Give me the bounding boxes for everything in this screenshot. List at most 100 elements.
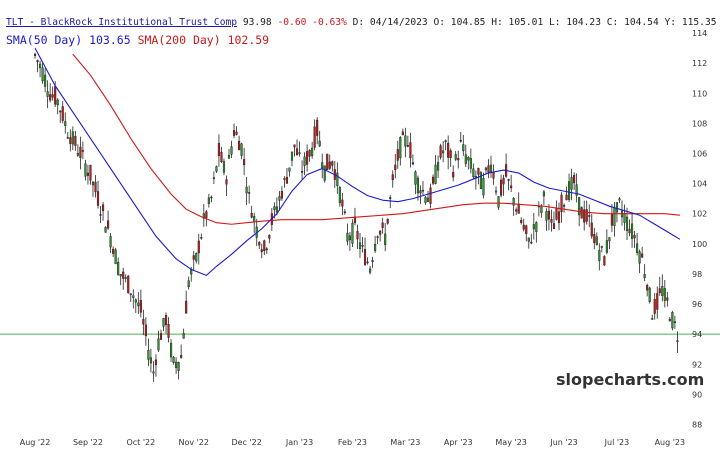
candle-body xyxy=(89,164,92,181)
candle-body xyxy=(648,287,651,302)
candle-body xyxy=(59,110,62,113)
candlestick xyxy=(293,144,296,157)
sma50-legend: SMA(50 Day) 103.65 xyxy=(6,33,131,47)
candle-body xyxy=(33,53,37,57)
candle-body xyxy=(76,152,79,156)
ticker-title[interactable]: TLT - BlackRock Institutional Trust Comp xyxy=(6,17,238,28)
candlestick xyxy=(288,167,291,177)
candle-body xyxy=(376,236,379,238)
y-tick-label: 90 xyxy=(692,390,702,399)
candlestick xyxy=(250,205,253,219)
x-tick-label: Dec '22 xyxy=(231,438,261,447)
candle-body xyxy=(74,136,77,146)
candlestick xyxy=(227,148,231,159)
candlestick xyxy=(547,204,551,231)
candlestick xyxy=(598,243,601,271)
candlestick xyxy=(217,134,220,167)
candle-body xyxy=(49,94,52,101)
candle-body xyxy=(444,140,447,142)
candle-body xyxy=(300,171,304,173)
candlestick xyxy=(527,237,530,249)
candlestick xyxy=(182,328,185,339)
candlestick xyxy=(192,250,195,271)
x-tick-label: Jun '23 xyxy=(549,438,577,447)
candle-body xyxy=(552,223,556,229)
candlestick xyxy=(175,357,178,374)
candle-body xyxy=(66,137,69,139)
candlestick xyxy=(618,197,621,203)
candle-body xyxy=(278,196,281,201)
candle-body xyxy=(363,249,367,265)
candle-body xyxy=(439,145,442,158)
candle-body xyxy=(603,256,606,266)
candle-body xyxy=(164,315,168,326)
candle-body xyxy=(157,338,160,351)
candle-body xyxy=(207,197,210,204)
candle-body xyxy=(625,216,629,231)
candle-body xyxy=(449,150,452,159)
candlestick xyxy=(444,139,447,151)
candle-body xyxy=(190,269,193,275)
candle-body xyxy=(61,106,64,121)
candle-body xyxy=(661,286,664,296)
x-tick-label: Jan '23 xyxy=(285,438,313,447)
candlestick xyxy=(316,117,319,145)
candlestick xyxy=(69,129,72,152)
candlestick xyxy=(374,235,377,253)
x-tick-label: Aug '23 xyxy=(655,438,686,447)
candle-body xyxy=(610,213,613,226)
candle-body xyxy=(641,253,644,258)
candlestick xyxy=(290,151,294,167)
candlestick xyxy=(459,131,462,143)
candle-body xyxy=(545,211,548,221)
candlestick xyxy=(515,207,518,216)
candle-body xyxy=(502,177,505,185)
y-tick-label: 106 xyxy=(692,149,707,158)
candle-body xyxy=(96,191,100,206)
candle-body xyxy=(452,172,455,178)
candle-body xyxy=(527,237,530,242)
candlestick xyxy=(381,217,384,234)
candlestick xyxy=(353,207,357,226)
candlestick xyxy=(321,153,324,179)
candlestick xyxy=(401,128,404,136)
y-tick-label: 98 xyxy=(692,270,702,279)
candlestick xyxy=(107,210,110,230)
candle-body xyxy=(605,240,608,253)
y-tick-label: 94 xyxy=(692,330,702,339)
candlestick xyxy=(472,163,475,180)
candlestick xyxy=(343,208,346,215)
candle-body xyxy=(230,146,233,155)
candlestick xyxy=(560,192,563,223)
candlestick xyxy=(641,246,644,258)
candlestick xyxy=(235,126,238,136)
candle-body xyxy=(238,140,241,151)
candlestick xyxy=(369,265,372,275)
candlestick xyxy=(416,175,420,201)
candlestick xyxy=(243,147,246,176)
candlestick xyxy=(542,190,545,206)
candlestick xyxy=(414,170,417,195)
candle-body xyxy=(290,151,294,161)
candlestick xyxy=(668,317,671,322)
candle-body xyxy=(303,156,306,166)
candle-body xyxy=(248,192,251,194)
candle-body xyxy=(401,131,404,136)
candlestick xyxy=(285,168,289,185)
candlestick xyxy=(114,247,117,265)
price-change-pct: -0.63% xyxy=(312,17,347,28)
candlestick xyxy=(124,274,127,283)
candle-body xyxy=(293,144,296,148)
candle-body xyxy=(341,199,344,207)
candle-body xyxy=(71,131,74,145)
candle-body xyxy=(374,243,377,252)
candle-body xyxy=(646,285,649,291)
candle-body xyxy=(515,209,518,212)
candle-body xyxy=(459,140,462,142)
candle-body xyxy=(288,167,291,172)
candlestick xyxy=(580,206,583,219)
candlestick xyxy=(66,132,69,139)
candle-body xyxy=(379,230,382,235)
candle-body xyxy=(348,235,351,241)
candle-body xyxy=(268,235,271,239)
